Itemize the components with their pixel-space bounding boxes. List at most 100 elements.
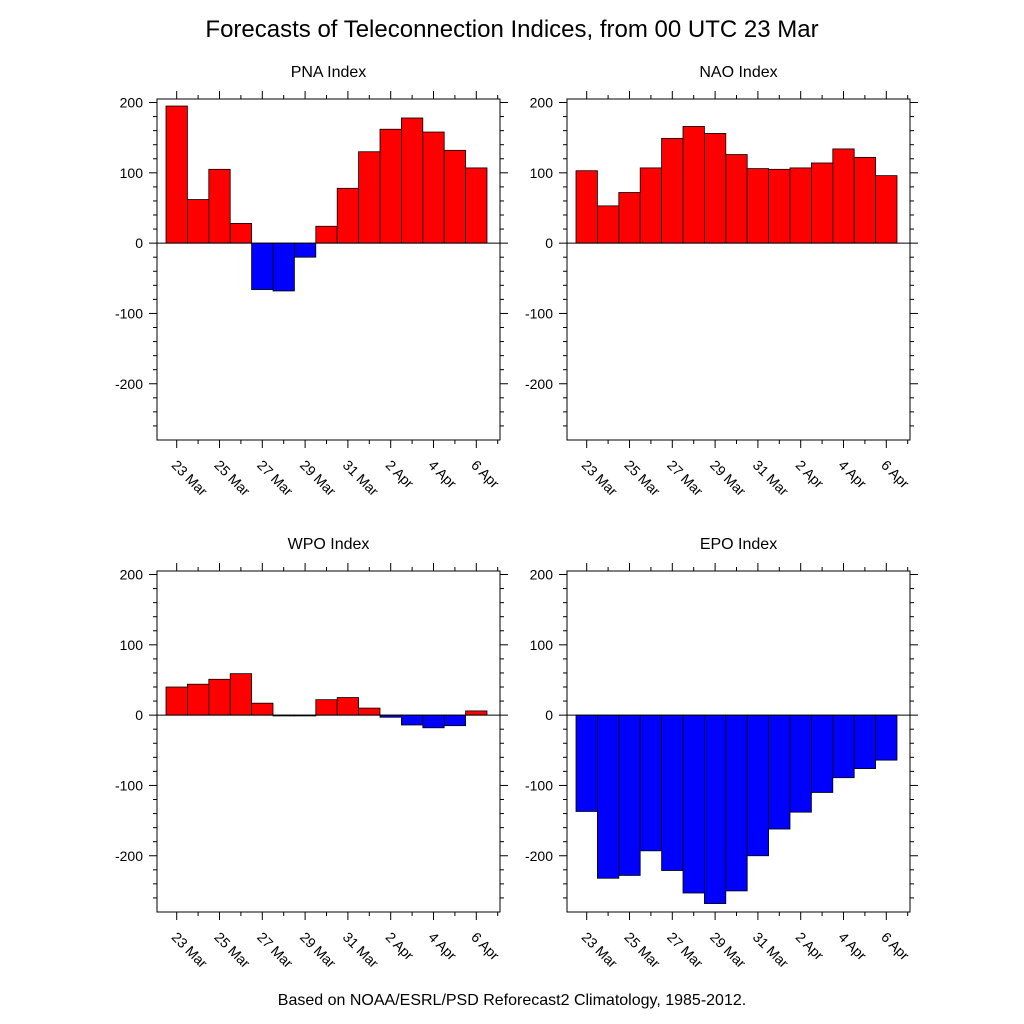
wpo-xtick-label: 29 Mar <box>297 929 339 971</box>
nao-xtick-label: 29 Mar <box>707 457 749 499</box>
pna-panel: PNA Index 200 100 0 -100 -200 23 Mar 25 Mar 27 M… <box>115 64 508 499</box>
nao-bar-6 <box>704 133 727 244</box>
epo-ytick-label: 100 <box>530 637 554 653</box>
pna-xtick-label: 29 Mar <box>297 457 339 499</box>
nao-xtick-label: 31 Mar <box>750 457 792 499</box>
epo-bar-7 <box>725 714 748 892</box>
pna-ytick-label: 100 <box>120 165 144 181</box>
nao-xtick-label: 23 Mar <box>579 457 621 499</box>
wpo-xtick-label: 2 Apr <box>383 929 418 964</box>
epo-xtick-label: 2 Apr <box>793 929 828 964</box>
epo-bar-0 <box>575 714 598 812</box>
pna-ytick-label: -200 <box>115 376 143 392</box>
epo-plot-frame <box>566 570 911 913</box>
epo-panel-title: EPO Index <box>700 536 777 553</box>
footer-note: Based on NOAA/ESRL/PSD Reforecast2 Clima… <box>277 992 747 1009</box>
wpo-bar-4 <box>251 702 274 716</box>
pna-plot-frame <box>156 98 501 441</box>
pna-bar-2 <box>208 168 231 244</box>
nao-bar-14 <box>875 175 898 244</box>
nao-bar-2 <box>618 192 641 244</box>
nao-bar-7 <box>725 154 748 244</box>
epo-ytick-label: 200 <box>530 567 554 583</box>
epo-xtick-label: 29 Mar <box>707 929 749 971</box>
nao-bar-3 <box>639 167 663 244</box>
pna-bar-13 <box>443 149 467 244</box>
wpo-ytick-label: -200 <box>115 848 143 864</box>
nao-xtick-label: 6 Apr <box>878 457 913 492</box>
wpo-panel: WPO Index 200 100 0 -100 -200 23 Mar 25 Mar 27 M… <box>115 536 508 971</box>
wpo-bar-12 <box>422 714 445 729</box>
pna-bar-10 <box>379 128 402 244</box>
pna-bar-14 <box>465 167 488 244</box>
epo-xtick-label: 25 Mar <box>621 929 663 971</box>
epo-bar-10 <box>789 714 812 813</box>
pna-xtick-label: 31 Mar <box>340 457 382 499</box>
epo-bar-3 <box>639 714 663 852</box>
pna-bar-4 <box>251 242 274 290</box>
epo-bar-1 <box>597 714 620 879</box>
epo-bar-2 <box>618 714 641 876</box>
epo-xtick-label: 31 Mar <box>750 929 792 971</box>
pna-bar-7 <box>315 225 338 244</box>
nao-plot-frame <box>566 98 911 441</box>
epo-bar-6 <box>704 714 727 904</box>
wpo-ytick-label: 200 <box>120 567 144 583</box>
epo-ytick-label: 0 <box>545 707 553 723</box>
epo-bar-5 <box>682 714 705 894</box>
epo-ytick-label: -200 <box>525 848 553 864</box>
nao-xtick-label: 27 Mar <box>664 457 706 499</box>
wpo-xtick-label: 4 Apr <box>425 929 460 964</box>
epo-bar-9 <box>768 714 791 830</box>
pna-bar-5 <box>272 242 295 292</box>
nao-bar-5 <box>682 126 705 244</box>
epo-xtick-label: 23 Mar <box>579 929 621 971</box>
pna-bar-3 <box>229 223 252 244</box>
pna-xtick-label: 27 Mar <box>254 457 296 499</box>
pna-ytick-label: -100 <box>115 305 143 321</box>
wpo-bar-0 <box>165 686 188 716</box>
epo-bar-14 <box>875 714 898 761</box>
epo-ytick-label: -100 <box>525 777 553 793</box>
wpo-bar-2 <box>208 678 231 716</box>
pna-bar-0 <box>165 105 188 244</box>
wpo-ytick-label: 100 <box>120 637 144 653</box>
epo-xtick-label: 6 Apr <box>878 929 913 964</box>
epo-xtick-label: 4 Apr <box>835 929 870 964</box>
pna-xtick-label: 6 Apr <box>468 457 503 492</box>
wpo-bar-14 <box>465 710 488 716</box>
nao-bar-8 <box>746 168 770 244</box>
nao-bar-10 <box>789 167 812 244</box>
wpo-xtick-label: 23 Mar <box>169 929 211 971</box>
pna-bar-11 <box>400 117 424 244</box>
pna-bar-12 <box>422 131 445 244</box>
pna-ytick-label: 0 <box>135 235 143 251</box>
pna-ytick-label: 200 <box>120 95 144 111</box>
nao-bar-1 <box>597 205 620 244</box>
epo-bar-13 <box>853 714 877 769</box>
pna-xtick-label: 2 Apr <box>383 457 418 492</box>
epo-bar-11 <box>811 714 834 793</box>
wpo-bar-11 <box>400 714 424 726</box>
epo-bar-12 <box>832 714 855 779</box>
nao-bar-4 <box>661 137 684 244</box>
main-title: Forecasts of Teleconnection Indices, fro… <box>205 16 819 43</box>
pna-bar-8 <box>336 187 360 244</box>
nao-xtick-label: 2 Apr <box>793 457 828 492</box>
nao-bar-9 <box>768 168 791 244</box>
epo-bar-8 <box>746 714 770 857</box>
wpo-ytick-label: 0 <box>135 707 143 723</box>
wpo-xtick-label: 27 Mar <box>254 929 296 971</box>
nao-ytick-label: 0 <box>545 235 553 251</box>
pna-xtick-label: 23 Mar <box>169 457 211 499</box>
wpo-plot-frame <box>156 570 501 913</box>
epo-xtick-label: 27 Mar <box>664 929 706 971</box>
nao-xtick-label: 4 Apr <box>835 457 870 492</box>
wpo-xtick-label: 6 Apr <box>468 929 503 964</box>
nao-bar-0 <box>575 170 598 244</box>
pna-bar-6 <box>293 242 317 258</box>
nao-xtick-label: 25 Mar <box>621 457 663 499</box>
wpo-bar-3 <box>229 673 252 716</box>
pna-bar-9 <box>358 151 381 244</box>
